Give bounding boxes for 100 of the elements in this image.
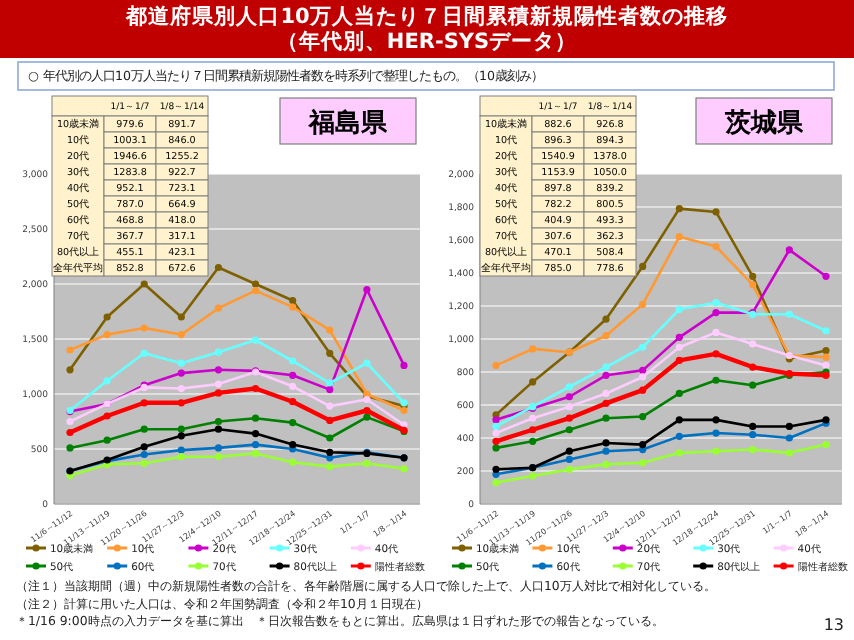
point: [289, 458, 297, 466]
point: [400, 361, 408, 369]
point: [675, 343, 683, 351]
point: [177, 453, 185, 461]
point: [675, 389, 683, 398]
point: [822, 327, 830, 335]
point: [822, 353, 830, 361]
point: [289, 371, 297, 379]
point: [289, 398, 297, 406]
point: [214, 425, 223, 433]
point: [214, 366, 223, 374]
point: [251, 287, 260, 295]
point: [326, 416, 334, 424]
point: [103, 377, 111, 385]
point: [326, 463, 334, 471]
point: [785, 246, 793, 254]
point: [639, 366, 647, 374]
point: [103, 313, 111, 321]
point: [602, 363, 610, 371]
point: [251, 441, 260, 449]
point: [66, 444, 74, 452]
point: [363, 413, 371, 421]
point: [529, 414, 537, 422]
point: [749, 422, 757, 431]
point: [675, 305, 683, 313]
point: [177, 432, 185, 440]
chart-title: 福島県: [307, 107, 389, 140]
point: [785, 310, 793, 318]
point: [639, 300, 647, 308]
point: [822, 346, 830, 355]
point: [326, 379, 334, 387]
point: [749, 280, 757, 289]
point: [749, 272, 757, 280]
point: [712, 350, 720, 358]
point: [326, 402, 334, 410]
point: [177, 399, 185, 407]
point: [177, 331, 185, 339]
point: [492, 444, 500, 452]
point: [289, 382, 297, 390]
point: [251, 336, 260, 344]
point: [251, 449, 260, 457]
point: [749, 340, 757, 348]
point: [712, 208, 720, 216]
point: [565, 383, 573, 391]
point: [140, 349, 148, 357]
point: [639, 343, 647, 351]
point: [529, 345, 537, 353]
point: [602, 399, 610, 407]
point: [400, 406, 408, 415]
point: [177, 313, 185, 321]
point: [675, 449, 683, 457]
point: [675, 356, 683, 365]
point: [675, 416, 683, 424]
point: [251, 430, 260, 438]
point: [363, 359, 371, 367]
point: [289, 303, 297, 311]
point: [675, 333, 683, 341]
point: [177, 446, 185, 454]
point: [822, 441, 830, 449]
point: [492, 422, 500, 431]
point: [289, 296, 297, 305]
line-series: [66, 336, 408, 415]
point: [749, 381, 757, 389]
point: [214, 389, 223, 397]
point: [712, 243, 720, 251]
point: [492, 429, 500, 437]
point: [214, 417, 223, 426]
point: [66, 417, 74, 426]
point: [675, 432, 683, 440]
point: [140, 425, 148, 433]
point: [602, 447, 610, 455]
point: [822, 361, 830, 369]
point: [289, 419, 297, 427]
point: [363, 459, 371, 467]
point: [712, 447, 720, 455]
point: [214, 263, 223, 272]
point: [529, 437, 537, 445]
point: [140, 459, 148, 467]
point: [785, 434, 793, 442]
point: [140, 450, 148, 459]
point: [326, 326, 334, 334]
point: [785, 422, 793, 431]
text: 都道府県別人口10万人当たり７日間累積新規陽性者数の推移（年代別、HER-SYSデータ）: [124, 3, 728, 55]
point: [639, 373, 647, 381]
point: [214, 453, 223, 461]
point: [529, 378, 537, 386]
text: 13: [823, 616, 844, 634]
point: [103, 331, 111, 339]
point: [289, 357, 297, 365]
point: [822, 272, 830, 280]
point: [639, 412, 647, 421]
point: [140, 324, 148, 332]
point: [602, 371, 610, 379]
point: [492, 478, 500, 487]
point: [140, 443, 148, 451]
point: [492, 465, 500, 473]
point: [565, 447, 573, 455]
point: [565, 426, 573, 434]
point: [177, 369, 185, 377]
point: [749, 431, 757, 439]
